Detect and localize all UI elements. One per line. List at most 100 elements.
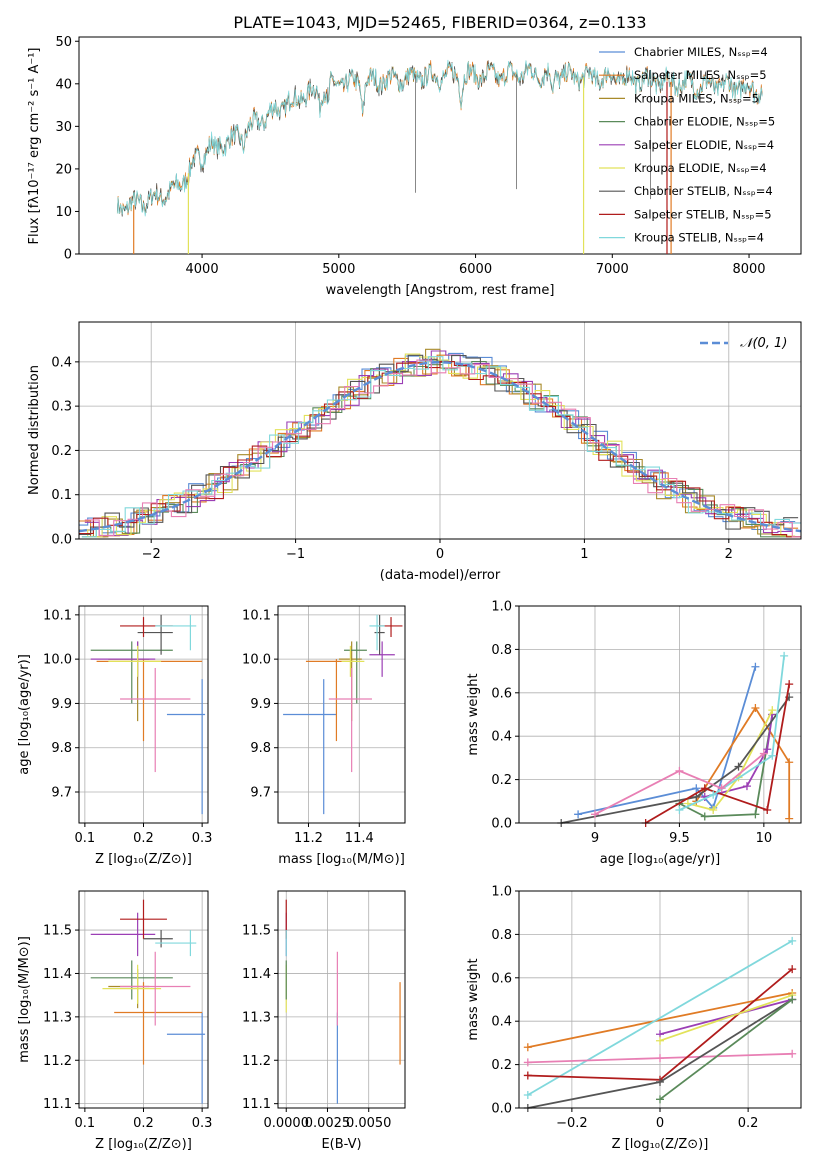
age_vs_Z-frame [78, 605, 209, 824]
residuals-xtick-label: 1 [580, 547, 588, 562]
spectrum-legend-entry: Kroupa MILES, Nₛₛₚ=5 [634, 91, 759, 105]
spectrum-legend-entry: Salpeter ELODIE, Nₛₛₚ=4 [634, 138, 774, 152]
residuals-ytick-label: 0.4 [51, 355, 72, 370]
massweight_vs_age-series-line [678, 714, 774, 818]
spectrum-lines [116, 59, 763, 254]
massweight_vs_age-series-marker [780, 651, 789, 660]
mass_vs_Z-ytick-label: 11.3 [43, 1010, 72, 1025]
massweight_vs_age-series-marker [574, 810, 583, 819]
massweight_vs_age-series-marker [785, 680, 794, 689]
mass_vs_Z-xtick-label: 0.3 [192, 1116, 213, 1131]
age_vs_mass-ytick-label: 9.8 [250, 741, 271, 756]
massweight_vs_age-series-marker [590, 810, 599, 819]
spectrum-ytick-label: 40 [55, 77, 72, 92]
mass_vs_Z-ytick-label: 11.2 [43, 1054, 72, 1069]
age_vs_Z-ytick-label: 9.9 [51, 697, 72, 712]
residual-histogram [79, 353, 796, 538]
massweight_vs_age-series-line [679, 655, 785, 811]
spectrum-legend: Chabrier MILES, Nₛₛₚ=4 Salpeter MILES, Nₛ… [599, 45, 775, 245]
residuals-ytick-label: 0.1 [51, 488, 72, 503]
mass_vs_Z-ytick-label: 11.5 [43, 924, 72, 939]
massweight_vs_Z-series-marker [523, 1071, 532, 1080]
massweight_vs_Z-series-marker [788, 1049, 797, 1058]
age_vs_mass-ytick-label: 10.0 [242, 653, 271, 668]
mass_vs_Z-ytick-label: 11.1 [43, 1097, 72, 1112]
massweight_vs_age-series-line [695, 706, 791, 819]
spectrum-legend-entry: Kroupa ELODIE, Nₛₛₚ=4 [634, 161, 767, 175]
mass_vs_ebv-xtick-label: 0.0000 [263, 1116, 309, 1131]
age_vs_mass-ytick-label: 10.1 [242, 608, 271, 623]
massweight_vs_age-xtick-label: 9.5 [669, 831, 690, 846]
massweight_vs_age-series-marker [785, 814, 794, 823]
mass_vs_Z-ytick-label: 11.4 [43, 967, 72, 982]
massweight_vs_age-series-line [577, 666, 757, 816]
mass_vs_Z-ylabel: mass [log₁₀(M/M⊙)] [17, 936, 32, 1063]
mass_vs_ebv-ytick-label: 11.3 [242, 1010, 271, 1025]
residuals-xtick-label: −1 [286, 547, 305, 562]
residuals-xtick-label: 0 [436, 547, 444, 562]
spectrum-ytick-label: 10 [55, 205, 72, 220]
spectrum-xtick-label: 7000 [596, 262, 629, 277]
massweight_vs_age-ytick-label: 0.4 [491, 730, 512, 745]
age_vs_mass-xtick-label: 11.4 [345, 831, 374, 846]
massweight_vs_age-series-marker [751, 662, 760, 671]
spectrum-xlabel: wavelength [Angstrom, rest frame] [326, 283, 555, 298]
massweight_vs_age-ytick-label: 0.8 [491, 643, 512, 658]
massweight_vs_age-series-marker [692, 792, 701, 801]
massweight_vs_age-series-marker [768, 751, 777, 760]
spectrum-ylabel: Flux [fλ10⁻¹⁷ erg cm⁻² s⁻¹ A⁻¹] [27, 48, 42, 245]
residual-histogram [79, 354, 799, 536]
spectrum-legend-entry: Chabrier ELODIE, Nₛₛₚ=5 [634, 115, 775, 129]
residual-histograms [79, 348, 801, 538]
massweight_vs_Z-xlabel: Z [log₁₀(Z/Z⊙)] [612, 1137, 709, 1152]
massweight_vs_Z-series-marker [523, 1058, 532, 1067]
residual-histogram [79, 352, 796, 534]
mass_vs_Z-xtick-label: 0.1 [75, 1116, 96, 1131]
massweight_vs_Z-ytick-label: 1.0 [491, 885, 512, 900]
age_vs_mass-ytick-label: 9.7 [250, 786, 271, 801]
residual-histogram [81, 356, 801, 538]
massweight_vs_age-series-line [645, 683, 791, 824]
age_vs_Z-xtick-label: 0.1 [75, 831, 96, 846]
massweight_vs_age-xtick-label: 9 [591, 831, 599, 846]
massweight_vs_Z-xtick-label: 0.2 [738, 1116, 759, 1131]
mass_vs_ebv-ytick-label: 11.1 [242, 1097, 271, 1112]
massweight_vs_age-series-marker [675, 805, 684, 814]
residual-legend-label: 𝒩(0, 1) [740, 336, 787, 351]
massweight_vs_Z-xtick-label: −0.2 [556, 1116, 588, 1131]
spectrum-xtick-label: 8000 [732, 262, 765, 277]
massweight_vs_age-series-line [594, 752, 765, 816]
massweight_vs_Z-series-line [659, 994, 793, 1042]
age_vs_Z-ytick-label: 10.1 [43, 608, 72, 623]
massweight_vs_age-series-marker [700, 784, 709, 793]
massweight_vs_age-ylabel: mass weight [466, 673, 481, 755]
massweight_vs_Z-ylabel: mass weight [466, 958, 481, 1040]
residuals-xtick-label: 2 [725, 547, 733, 562]
massweight_vs_Z-series-marker [788, 995, 797, 1004]
age_vs_mass-xtick-label: 11.2 [294, 831, 323, 846]
massweight_vs_age-series-marker [717, 784, 726, 793]
mass_vs_ebv-xlabel: E(B-V) [321, 1137, 361, 1152]
mass_vs_ebv-ytick-label: 11.2 [242, 1054, 271, 1069]
gaussian-curve [78, 361, 802, 533]
massweight_vs_age-series-marker [734, 762, 743, 771]
massweight_vs_Z-series-marker [523, 1043, 532, 1052]
massweight_vs_Z-series-marker [523, 1090, 532, 1099]
age_vs_Z-ytick-label: 9.8 [51, 741, 72, 756]
spectrum-xtick-label: 4000 [186, 262, 219, 277]
spectrum-axes-frame [78, 36, 802, 255]
mass_vs_ebv-ytick-label: 11.5 [242, 924, 271, 939]
massweight_vs_age-series-marker [785, 758, 794, 767]
massweight_vs_age-series-marker [700, 812, 709, 821]
spectrum-ytick-label: 20 [55, 162, 72, 177]
massweight_vs_age-series-marker [763, 805, 772, 814]
massweight_vs_Z-xtick-label: 0 [656, 1116, 664, 1131]
massweight_vs_Z-ytick-label: 0.6 [491, 971, 512, 986]
age_vs_mass-ytick-label: 9.9 [250, 697, 271, 712]
age_vs_Z-ytick-label: 10.0 [43, 653, 72, 668]
massweight_vs_Z-ytick-label: 0.4 [491, 1015, 512, 1030]
massweight_vs_age-series-line [561, 696, 790, 824]
massweight_vs_Z-series-line [527, 940, 793, 1096]
massweight_vs_age-series-marker [742, 782, 751, 791]
